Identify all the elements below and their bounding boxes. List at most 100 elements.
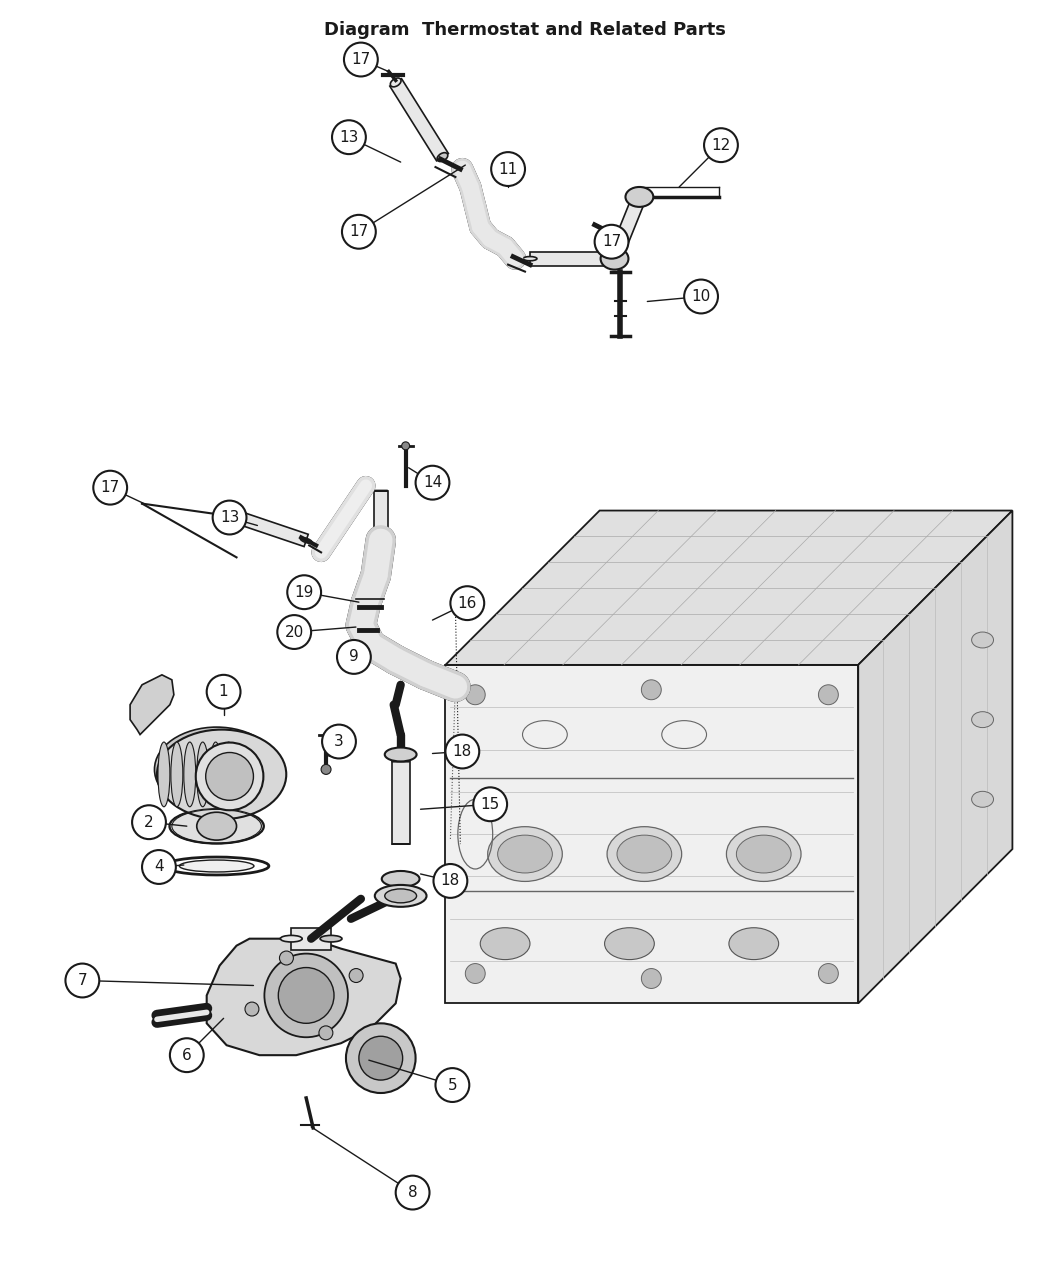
Polygon shape [445,510,1012,664]
Text: 3: 3 [334,734,343,748]
Circle shape [491,152,525,186]
Circle shape [434,864,467,898]
Text: 17: 17 [352,52,371,68]
Circle shape [642,680,662,700]
Ellipse shape [523,256,537,261]
Polygon shape [291,928,331,950]
Circle shape [344,42,378,76]
Circle shape [416,465,449,500]
Polygon shape [225,507,309,547]
Text: 17: 17 [101,481,120,495]
Ellipse shape [971,632,993,648]
Text: Diagram  Thermostat and Related Parts: Diagram Thermostat and Related Parts [324,20,726,38]
Ellipse shape [210,742,222,807]
Ellipse shape [391,78,401,87]
Text: 18: 18 [441,873,460,889]
Polygon shape [130,674,174,734]
Ellipse shape [727,826,801,881]
Ellipse shape [375,885,426,907]
Circle shape [278,968,334,1024]
Text: 13: 13 [219,510,239,525]
Circle shape [65,964,100,997]
Ellipse shape [384,889,417,903]
Polygon shape [858,510,1012,1003]
Text: 17: 17 [350,224,369,240]
Ellipse shape [206,752,253,801]
Circle shape [465,964,485,983]
Circle shape [245,1002,259,1016]
Circle shape [818,964,838,983]
Ellipse shape [971,711,993,728]
Ellipse shape [196,742,209,807]
Ellipse shape [220,511,232,516]
Circle shape [132,806,166,839]
Ellipse shape [158,742,170,807]
Circle shape [277,615,311,649]
Circle shape [321,765,331,774]
Circle shape [445,734,479,769]
Circle shape [170,1038,204,1072]
Text: 19: 19 [294,585,314,599]
Ellipse shape [382,871,420,887]
Circle shape [337,640,371,674]
Text: 6: 6 [182,1048,192,1062]
Polygon shape [394,755,407,761]
Circle shape [322,724,356,759]
Polygon shape [374,491,387,541]
Ellipse shape [165,857,269,875]
Text: 20: 20 [285,625,303,640]
Circle shape [279,951,293,965]
Ellipse shape [480,928,530,960]
Polygon shape [530,251,614,265]
Circle shape [332,120,365,154]
Text: 18: 18 [453,745,471,759]
Text: 2: 2 [144,815,153,830]
Text: 7: 7 [78,973,87,988]
Circle shape [350,969,363,983]
Ellipse shape [437,153,447,162]
Ellipse shape [169,808,264,844]
Text: 12: 12 [711,138,731,153]
Text: 16: 16 [458,595,477,611]
Text: 4: 4 [154,859,164,875]
Ellipse shape [180,861,254,872]
Circle shape [396,1176,429,1210]
Circle shape [356,652,365,662]
Ellipse shape [171,742,183,807]
Text: 5: 5 [447,1077,457,1093]
Circle shape [818,685,838,705]
Circle shape [450,586,484,620]
Ellipse shape [195,742,264,810]
Ellipse shape [184,742,195,807]
Circle shape [402,442,410,450]
Ellipse shape [626,187,653,207]
Text: 14: 14 [423,476,442,490]
Circle shape [213,501,247,534]
Circle shape [642,969,662,988]
Ellipse shape [633,194,646,200]
Ellipse shape [320,936,342,942]
Ellipse shape [156,729,287,820]
Circle shape [474,788,507,821]
Ellipse shape [196,812,236,840]
Ellipse shape [736,835,791,873]
Text: 1: 1 [218,685,229,699]
Ellipse shape [729,928,779,960]
Circle shape [594,224,629,259]
Circle shape [436,1068,469,1102]
Text: 13: 13 [339,130,359,144]
Circle shape [705,129,738,162]
Polygon shape [207,938,401,1056]
Circle shape [207,674,240,709]
Ellipse shape [223,742,234,807]
Circle shape [319,1026,333,1040]
Ellipse shape [487,826,563,881]
Text: 11: 11 [499,162,518,176]
Ellipse shape [607,826,681,881]
Circle shape [465,685,485,705]
Ellipse shape [601,247,629,269]
Polygon shape [392,761,410,844]
Polygon shape [608,194,646,261]
Ellipse shape [605,928,654,960]
Circle shape [345,1024,416,1093]
